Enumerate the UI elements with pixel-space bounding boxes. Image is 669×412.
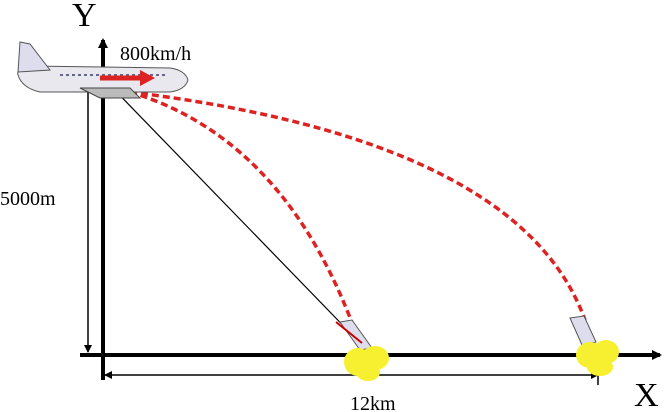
sight-line	[102, 77, 363, 346]
x-axis-label: X	[634, 377, 659, 412]
velocity-arrowhead	[140, 70, 155, 86]
projectile	[339, 319, 373, 351]
height-label: 5000m	[0, 188, 56, 210]
projectile	[569, 315, 597, 346]
trajectory-short	[129, 90, 362, 346]
impact-blob	[576, 340, 619, 376]
trajectory-long	[129, 90, 587, 321]
impact-arrow	[335, 321, 363, 344]
impact-blob	[344, 346, 389, 381]
speed-label: 800km/h	[120, 43, 191, 65]
distance-label: 12km	[350, 393, 396, 412]
y-axis-label: Y	[72, 0, 97, 34]
